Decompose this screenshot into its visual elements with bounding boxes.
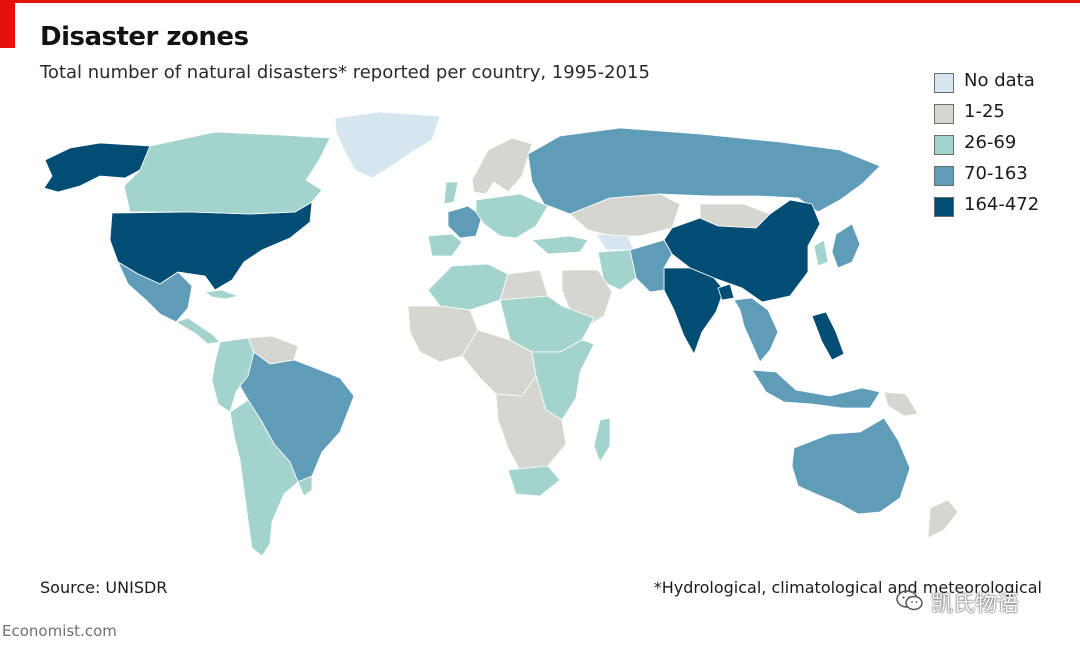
publisher-credit: Economist.com: [2, 622, 117, 640]
region-alaska-united-states: [43, 142, 151, 193]
region-southern-africa: [495, 375, 567, 471]
region-russia: [527, 127, 881, 215]
region-papua-new-guinea: [883, 391, 919, 417]
legend-swatch: [934, 135, 954, 155]
legend-label: 1-25: [964, 101, 1005, 122]
legend-swatch: [934, 104, 954, 124]
legend-label: 26-69: [964, 132, 1017, 153]
red-corner-tab: [0, 3, 15, 48]
watermark-text: 凯氏物语: [931, 592, 1020, 617]
region-scandinavia: [471, 137, 533, 195]
region-southeast-asia: [733, 297, 779, 363]
region-greenland: [334, 111, 441, 179]
region-indonesia: [751, 369, 881, 409]
region-france: [447, 205, 483, 239]
region-central-america: [175, 317, 221, 345]
region-mexico: [117, 261, 193, 323]
footnote: *Hydrological, climatological and meteor…: [653, 578, 1042, 597]
region-japan: [831, 223, 861, 269]
legend: No data 1-25 26-69 70-163 164-472: [934, 70, 1074, 225]
region-iran: [597, 249, 637, 291]
region-turkey: [531, 235, 589, 255]
region-argentina-chile: [229, 399, 299, 557]
legend-item-26-69: 26-69: [934, 132, 1074, 163]
region-central-europe: [475, 193, 549, 239]
chart-subtitle: Total number of natural disasters* repor…: [40, 62, 650, 83]
legend-swatch: [934, 166, 954, 186]
legend-label: No data: [964, 70, 1035, 91]
legend-item-1-25: 1-25: [934, 101, 1074, 132]
region-new-zealand: [927, 499, 959, 539]
region-canada: [123, 131, 331, 215]
legend-item-164-472: 164-472: [934, 194, 1074, 225]
wechat-icon: [896, 590, 923, 611]
region-pakistan-afghanistan: [629, 239, 673, 293]
chart-title: Disaster zones: [40, 22, 249, 52]
region-india: [663, 267, 725, 355]
region-uruguay: [297, 475, 313, 497]
legend-item-70-163: 70-163: [934, 163, 1074, 194]
source-note: Source: UNISDR: [40, 578, 168, 597]
legend-label: 70-163: [964, 163, 1028, 184]
region-philippines: [811, 311, 845, 361]
world-map: [43, 111, 959, 557]
region-korea: [813, 239, 829, 267]
region-australia: [791, 417, 911, 515]
region-iberia: [427, 233, 463, 257]
region-cuba: [204, 289, 239, 300]
top-rule: [0, 0, 1080, 3]
region-turkmenistan-area: [595, 233, 635, 251]
watermark: 凯氏物语: [895, 584, 1055, 624]
region-united-kingdom: [443, 181, 459, 205]
region-china: [663, 199, 821, 303]
region-madagascar: [593, 417, 611, 463]
legend-swatch: [934, 73, 954, 93]
map-regions: [43, 111, 959, 557]
legend-swatch: [934, 197, 954, 217]
region-algeria-libya: [427, 263, 509, 311]
region-south-africa: [507, 465, 561, 497]
legend-item-no-data: No data: [934, 70, 1074, 101]
region-bangladesh: [717, 283, 735, 301]
legend-label: 164-472: [964, 194, 1040, 215]
